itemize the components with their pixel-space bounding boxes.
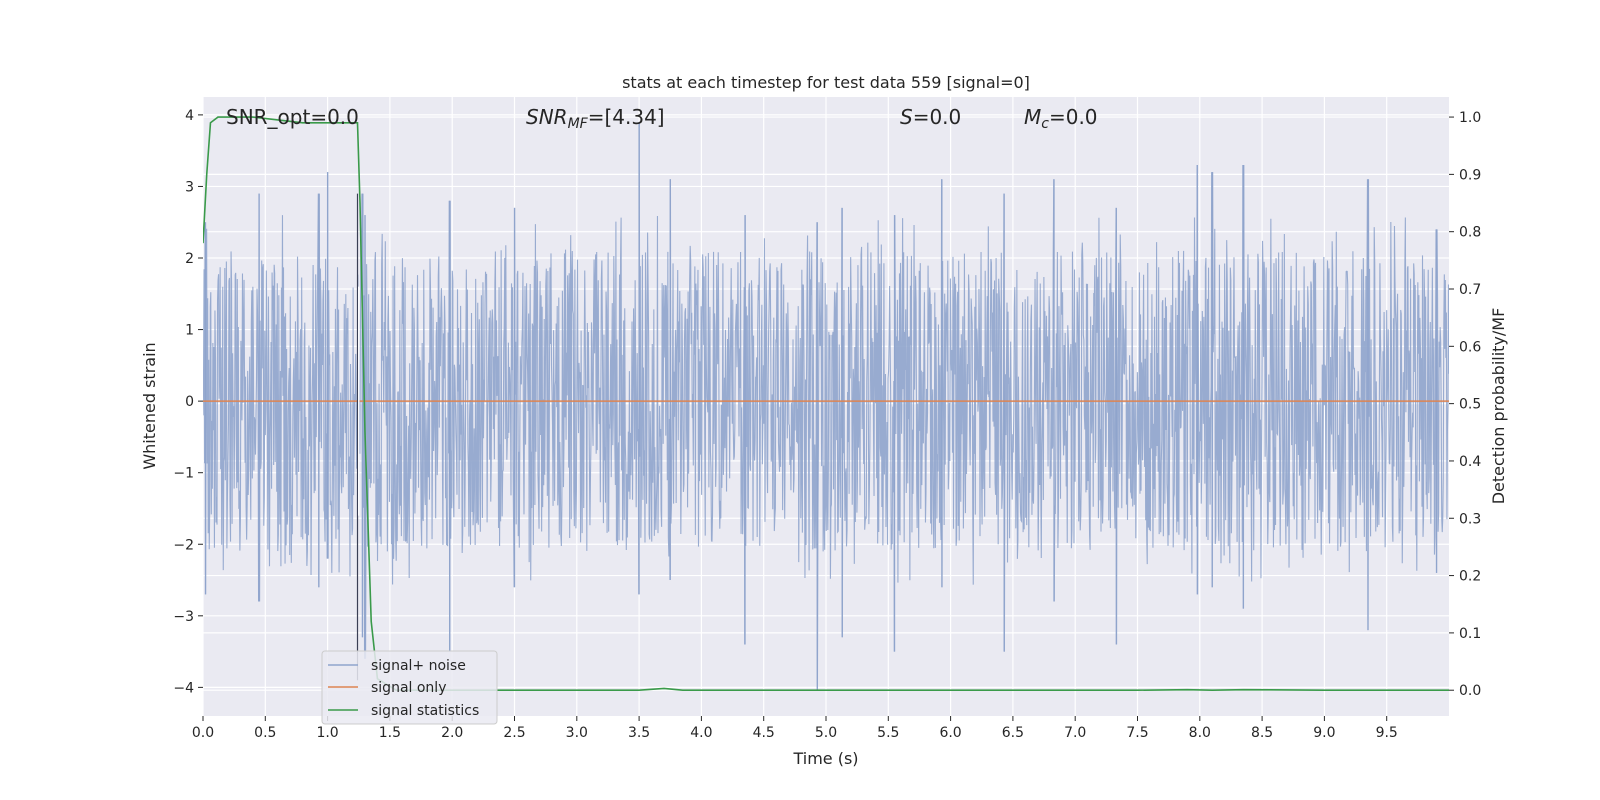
y-right-tick-label: 0.3 [1459, 511, 1481, 527]
y-left-tick-label: 0 [185, 394, 194, 410]
right-axis-ticks: 0.0 0.1 0.2 0.3 0.4 0.5 0.6 0.7 0.8 0.9 1.0 [1449, 110, 1481, 699]
snr-mf-main: SNR [526, 105, 568, 129]
y-left-tick-label: −4 [173, 680, 194, 696]
x-tick-label: 6.5 [1002, 725, 1024, 741]
y-right-tick-label: 0.5 [1459, 397, 1481, 413]
x-tick-label: 8.0 [1189, 725, 1211, 741]
mc-sub: c [1041, 116, 1049, 132]
y-left-tick-label: 3 [185, 179, 194, 195]
y-left-tick-label: 1 [185, 323, 194, 339]
legend: signal+ noise signal only signal statist… [321, 650, 498, 725]
legend-label-signal-noise: signal+ noise [371, 658, 466, 674]
annotation-s: S=0.0 [900, 105, 961, 129]
x-tick-label: 7.5 [1126, 725, 1148, 741]
x-tick-label: 3.5 [628, 725, 650, 741]
x-tick-label: 6.0 [939, 725, 961, 741]
y-left-tick-label: 2 [185, 251, 194, 267]
snr-mf-sub: MF [568, 116, 589, 132]
y-left-tick-label: −2 [173, 537, 194, 553]
legend-label-signal-only: signal only [371, 680, 446, 696]
y-right-tick-label: 0.4 [1459, 454, 1481, 470]
left-axis-ticks: −4 −3 −2 −1 0 1 2 3 4 [173, 108, 203, 696]
annotation-mc: Mc=0.0 [1024, 105, 1098, 132]
s-value: =0.0 [913, 105, 962, 129]
x-tick-label: 4.5 [753, 725, 775, 741]
y-left-tick-label: 4 [185, 108, 194, 124]
x-tick-label: 5.0 [815, 725, 837, 741]
y-left-tick-label: −1 [173, 466, 194, 482]
chart-title: stats at each timestep for test data 559… [622, 73, 1030, 92]
x-tick-label: 7.0 [1064, 725, 1086, 741]
x-tick-label: 8.5 [1251, 725, 1273, 741]
x-axis-ticks: 0.0 0.5 1.0 1.5 2.0 2.5 3.0 3.5 4.0 4.5 5.0 5.5 6.0 6… [192, 716, 1398, 741]
y-right-tick-label: 0.7 [1459, 282, 1481, 298]
x-tick-label: 4.0 [690, 725, 712, 741]
x-tick-label: 2.0 [441, 725, 463, 741]
x-axis-label: Time (s) [792, 749, 858, 768]
x-tick-label: 1.0 [316, 725, 338, 741]
snr-mf-value: =[4.34] [588, 105, 665, 129]
mc-value: =0.0 [1049, 105, 1098, 129]
y-right-tick-label: 0.1 [1459, 626, 1481, 642]
x-tick-label: 3.0 [566, 725, 588, 741]
annotation-snr-mf: SNRMF=[4.34] [526, 105, 665, 132]
y-right-tick-label: 0.6 [1459, 339, 1481, 355]
legend-box [321, 650, 498, 725]
right-axis-label: Detection probability/MF [1489, 308, 1508, 505]
mc-main: M [1024, 105, 1041, 129]
annotation-snr-opt: SNR_opt=0.0 [226, 105, 359, 129]
y-right-tick-label: 0.9 [1459, 167, 1481, 183]
left-axis-label: Whitened strain [140, 342, 159, 469]
s-main: S [900, 105, 913, 129]
y-left-tick-label: −3 [173, 609, 194, 625]
x-tick-label: 2.5 [503, 725, 525, 741]
x-tick-label: 1.5 [379, 725, 401, 741]
x-tick-label: 9.0 [1313, 725, 1335, 741]
y-right-tick-label: 0.2 [1459, 569, 1481, 585]
y-right-tick-label: 1.0 [1459, 110, 1481, 126]
y-right-tick-label: 0.8 [1459, 225, 1481, 241]
y-right-tick-label: 0.0 [1459, 683, 1481, 699]
x-tick-label: 0.0 [192, 725, 214, 741]
plot-layer [203, 116, 1449, 692]
legend-label-signal-statistics: signal statistics [371, 703, 479, 719]
x-tick-label: 9.5 [1376, 725, 1398, 741]
x-tick-label: 0.5 [254, 725, 276, 741]
x-tick-label: 5.5 [877, 725, 899, 741]
